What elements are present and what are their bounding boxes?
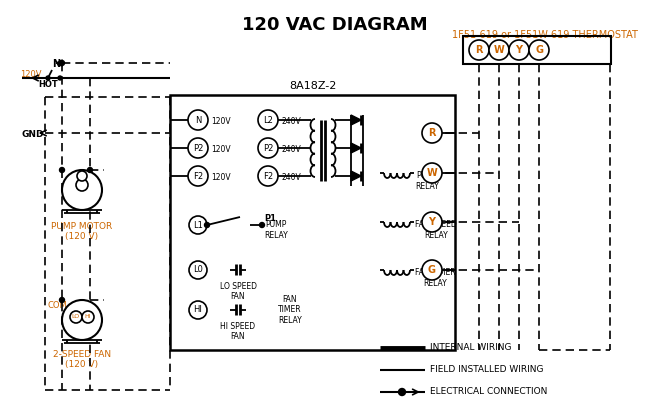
Text: ELECTRICAL CONNECTION: ELECTRICAL CONNECTION (430, 388, 547, 396)
Circle shape (76, 179, 88, 191)
Text: FAN
TIMER
RELAY: FAN TIMER RELAY (278, 295, 302, 325)
Text: 240V: 240V (281, 173, 301, 181)
Text: 120V: 120V (211, 173, 230, 181)
Text: G: G (428, 265, 436, 275)
Text: Y: Y (429, 217, 436, 227)
Circle shape (258, 138, 278, 158)
Circle shape (77, 171, 87, 181)
Circle shape (88, 168, 92, 173)
Text: P2: P2 (263, 143, 273, 153)
Circle shape (189, 216, 207, 234)
Text: N: N (52, 59, 60, 69)
Text: 240V: 240V (281, 116, 301, 126)
Polygon shape (351, 143, 361, 153)
Circle shape (60, 168, 64, 173)
Text: F2: F2 (193, 171, 203, 181)
Polygon shape (351, 171, 361, 181)
Text: P1: P1 (264, 214, 276, 222)
Text: LO SPEED
FAN: LO SPEED FAN (220, 282, 257, 301)
Circle shape (188, 110, 208, 130)
Circle shape (62, 300, 102, 340)
Text: Y: Y (515, 45, 523, 55)
Text: P2: P2 (193, 143, 203, 153)
Text: 240V: 240V (281, 145, 301, 153)
Text: 1F51-619 or 1F51W-619 THERMOSTAT: 1F51-619 or 1F51W-619 THERMOSTAT (452, 30, 638, 40)
Text: G: G (535, 45, 543, 55)
Bar (463, 36, 611, 64)
Circle shape (70, 311, 82, 323)
Text: 8A18Z-2: 8A18Z-2 (289, 81, 336, 91)
Circle shape (82, 311, 94, 323)
Text: FAN TIMER
RELAY: FAN TIMER RELAY (415, 268, 456, 288)
Text: 120V: 120V (211, 116, 230, 126)
Text: HI SPEED
FAN: HI SPEED FAN (220, 322, 255, 341)
Circle shape (259, 222, 265, 228)
Circle shape (258, 166, 278, 186)
Circle shape (62, 170, 102, 210)
Circle shape (422, 163, 442, 183)
Text: COM: COM (47, 300, 67, 310)
Bar (170, 95, 455, 350)
Circle shape (188, 166, 208, 186)
Text: N: N (195, 116, 201, 124)
Text: F2: F2 (263, 171, 273, 181)
Circle shape (469, 40, 489, 60)
Text: GND: GND (22, 129, 44, 139)
Text: INTERNAL WIRING: INTERNAL WIRING (430, 344, 511, 352)
Circle shape (489, 40, 509, 60)
Circle shape (422, 212, 442, 232)
Text: HOT: HOT (38, 80, 58, 88)
Text: HI: HI (84, 315, 91, 320)
Text: PUMP
RELAY: PUMP RELAY (264, 220, 287, 240)
Circle shape (529, 40, 549, 60)
Text: PUMP
RELAY: PUMP RELAY (415, 171, 439, 191)
Text: HI: HI (194, 305, 202, 315)
Text: W: W (494, 45, 505, 55)
Circle shape (189, 301, 207, 319)
Text: R: R (428, 128, 436, 138)
Circle shape (509, 40, 529, 60)
Polygon shape (351, 115, 361, 125)
Circle shape (204, 222, 210, 228)
Text: L2: L2 (263, 116, 273, 124)
Circle shape (422, 123, 442, 143)
Text: 2-SPEED FAN
(120 V): 2-SPEED FAN (120 V) (53, 350, 111, 370)
Text: LO: LO (72, 315, 80, 320)
Text: FIELD INSTALLED WIRING: FIELD INSTALLED WIRING (430, 365, 543, 375)
Text: 120 VAC DIAGRAM: 120 VAC DIAGRAM (242, 16, 428, 34)
Text: L0: L0 (193, 266, 203, 274)
Text: FAN SPEED
RELAY: FAN SPEED RELAY (415, 220, 457, 240)
Circle shape (189, 261, 207, 279)
Circle shape (258, 110, 278, 130)
Circle shape (58, 76, 62, 80)
Circle shape (422, 260, 442, 280)
Circle shape (60, 297, 64, 303)
Text: 120V: 120V (20, 70, 42, 78)
Text: W: W (427, 168, 438, 178)
Text: PUMP MOTOR
(120 V): PUMP MOTOR (120 V) (52, 222, 113, 241)
Text: L1: L1 (193, 220, 203, 230)
Text: 120V: 120V (211, 145, 230, 153)
Circle shape (46, 76, 50, 80)
Circle shape (188, 138, 208, 158)
Text: R: R (475, 45, 483, 55)
Circle shape (399, 388, 405, 396)
Circle shape (60, 60, 64, 65)
